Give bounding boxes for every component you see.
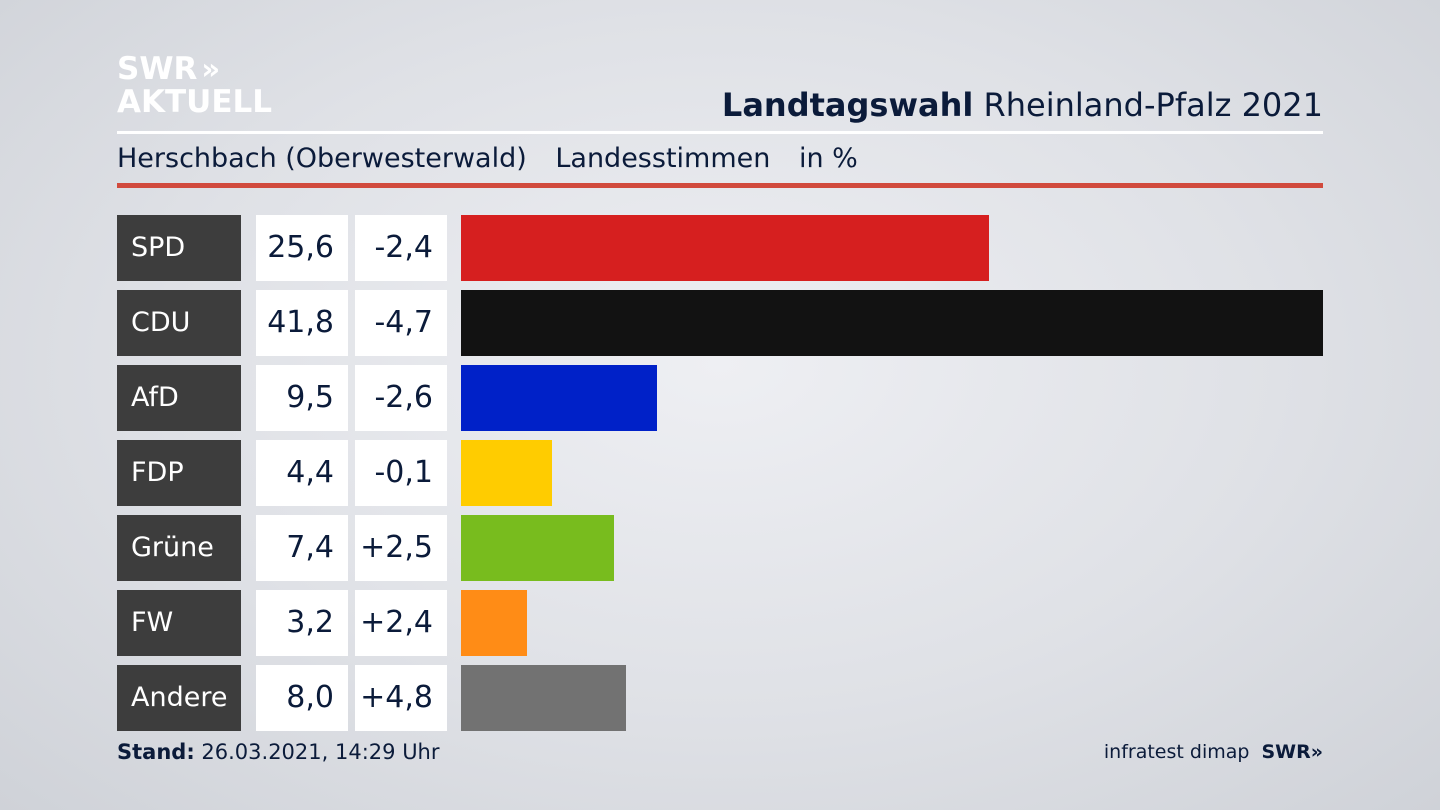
result-row: Grüne 7,4 +2,5 [117,515,1323,581]
vote-change-value: -2,6 [355,365,447,431]
subtitle-unit: in % [798,143,858,174]
vote-change-value: -4,7 [355,290,447,356]
result-row: FDP 4,4 -0,1 [117,440,1323,506]
title-bold: Landtagswahl [721,86,974,124]
logo-aktuell-text: AKTUELL [117,84,273,120]
subtitle-metric: Landesstimmen [555,143,771,174]
result-bar [461,215,989,281]
result-row: AfD 9,5 -2,6 [117,365,1323,431]
stand-label: Stand: [117,740,195,764]
vote-share-value: 8,0 [256,665,348,731]
party-label: AfD [117,365,241,431]
title-rest: Rheinland-Pfalz 2021 [983,86,1323,124]
swr-brand: SWR» [1261,741,1323,763]
result-bar [461,440,552,506]
party-label: SPD [117,215,241,281]
vote-change-value: +2,4 [355,590,447,656]
logo-chevron-icon: » [201,52,220,86]
result-bar [461,290,1323,356]
result-bar [461,665,626,731]
vote-change-value: -2,4 [355,215,447,281]
party-label: Andere [117,665,241,731]
brand-chevron-icon: » [1310,741,1323,763]
logo-swr-text: SWR [117,51,198,87]
vote-share-value: 4,4 [256,440,348,506]
party-label: FW [117,590,241,656]
swr-aktuell-logo: SWR» AKTUELL [117,54,272,118]
result-bar [461,515,614,581]
accent-divider [117,183,1323,188]
vote-change-value: -0,1 [355,440,447,506]
result-row: CDU 41,8 -4,7 [117,290,1323,356]
header-divider [117,131,1323,134]
result-bar [461,590,527,656]
party-label: FDP [117,440,241,506]
result-row: FW 3,2 +2,4 [117,590,1323,656]
source-text: infratest dimap [1103,741,1250,763]
vote-share-value: 3,2 [256,590,348,656]
result-row: SPD 25,6 -2,4 [117,215,1323,281]
vote-share-value: 41,8 [256,290,348,356]
vote-share-value: 9,5 [256,365,348,431]
subtitle-location: Herschbach (Oberwesterwald) [117,143,527,174]
vote-share-value: 7,4 [256,515,348,581]
vote-change-value: +4,8 [355,665,447,731]
stand-value: 26.03.2021, 14:29 Uhr [201,740,440,764]
vote-share-value: 25,6 [256,215,348,281]
source-credit: infratest dimap SWR» [1104,741,1323,763]
party-label: Grüne [117,515,241,581]
vote-change-value: +2,5 [355,515,447,581]
chart-subtitle: Herschbach (Oberwesterwald) Landesstimme… [117,143,878,174]
timestamp: Stand: 26.03.2021, 14:29 Uhr [117,740,440,764]
page-title: Landtagswahl Rheinland-Pfalz 2021 [722,86,1323,124]
result-bar [461,365,657,431]
party-label: CDU [117,290,241,356]
brand-text: SWR [1261,741,1311,763]
result-row: Andere 8,0 +4,8 [117,665,1323,731]
